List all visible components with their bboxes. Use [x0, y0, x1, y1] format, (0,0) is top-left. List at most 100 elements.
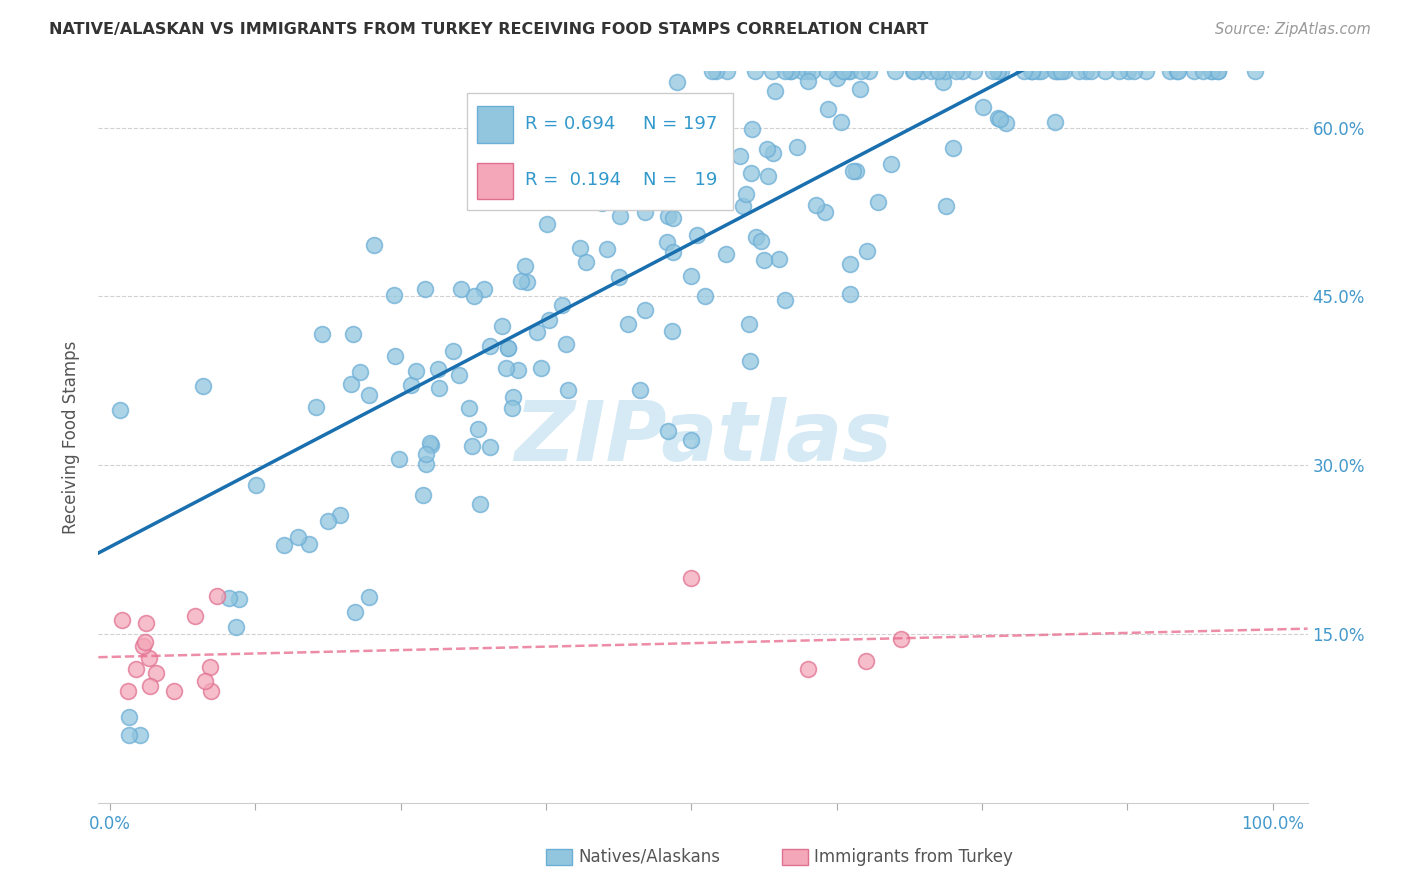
Point — [138, 651, 160, 665]
Point — [526, 326, 548, 340]
Text: R =  0.194: R = 0.194 — [526, 170, 621, 188]
Point — [762, 146, 785, 161]
Point — [502, 391, 524, 405]
Point — [815, 64, 838, 78]
Point — [987, 64, 1010, 78]
Point — [1201, 64, 1223, 78]
Point — [733, 198, 755, 212]
Point — [495, 361, 517, 376]
Point — [934, 64, 956, 78]
Point — [564, 182, 586, 196]
Point — [467, 422, 489, 436]
Point — [834, 64, 856, 78]
Point — [565, 138, 588, 153]
Point — [405, 364, 427, 378]
Point — [117, 683, 139, 698]
Point — [200, 683, 222, 698]
Point — [707, 171, 730, 186]
FancyBboxPatch shape — [782, 849, 808, 865]
Point — [1192, 64, 1215, 78]
Point — [661, 324, 683, 338]
Point — [761, 64, 783, 78]
Point — [880, 156, 903, 170]
Point — [1069, 64, 1091, 78]
Point — [1080, 64, 1102, 78]
Point — [603, 161, 626, 176]
Point — [399, 377, 422, 392]
Text: NATIVE/ALASKAN VS IMMIGRANTS FROM TURKEY RECEIVING FOOD STAMPS CORRELATION CHART: NATIVE/ALASKAN VS IMMIGRANTS FROM TURKEY… — [49, 22, 928, 37]
Point — [1046, 64, 1069, 78]
Point — [193, 379, 215, 393]
Point — [384, 349, 406, 363]
Point — [596, 242, 619, 256]
Point — [349, 365, 371, 379]
Point — [427, 362, 450, 376]
Point — [501, 401, 523, 415]
Point — [987, 111, 1010, 125]
Point — [662, 211, 685, 225]
Point — [1123, 64, 1146, 78]
Point — [496, 341, 519, 355]
Point — [763, 84, 786, 98]
Point — [1021, 64, 1043, 78]
Text: N =   19: N = 19 — [643, 170, 717, 188]
Text: Natives/Alaskans: Natives/Alaskans — [578, 848, 720, 866]
Point — [780, 64, 803, 78]
Point — [245, 478, 267, 492]
Point — [228, 592, 250, 607]
Point — [756, 142, 779, 156]
Point — [419, 436, 441, 450]
Point — [1094, 64, 1116, 78]
Point — [884, 64, 907, 78]
Point — [911, 64, 934, 78]
Point — [832, 64, 855, 78]
Point — [441, 343, 464, 358]
Point — [412, 488, 434, 502]
Point — [479, 440, 502, 454]
Point — [728, 149, 751, 163]
Point — [655, 128, 678, 142]
Point — [1076, 64, 1098, 78]
Point — [942, 141, 965, 155]
Point — [981, 64, 1004, 78]
Point — [287, 530, 309, 544]
Point — [945, 64, 967, 78]
Point — [359, 590, 381, 604]
Point — [963, 64, 986, 78]
Point — [1043, 64, 1066, 78]
Point — [628, 383, 651, 397]
Point — [316, 514, 339, 528]
Point — [686, 227, 709, 242]
Point — [205, 589, 228, 603]
Point — [419, 438, 441, 452]
Point — [838, 64, 860, 78]
FancyBboxPatch shape — [467, 94, 734, 211]
Point — [972, 100, 994, 114]
Point — [1031, 64, 1053, 78]
Point — [751, 234, 773, 248]
Point — [1014, 64, 1036, 78]
Point — [768, 252, 790, 266]
Point — [344, 605, 367, 619]
Point — [681, 434, 703, 448]
Point — [1201, 64, 1223, 78]
Point — [792, 64, 814, 78]
FancyBboxPatch shape — [477, 106, 513, 143]
Point — [990, 112, 1012, 126]
Point — [845, 164, 868, 178]
Point — [111, 613, 134, 627]
Point — [508, 363, 530, 377]
Point — [800, 64, 823, 78]
Point — [184, 608, 207, 623]
Point — [463, 289, 485, 303]
Point — [481, 136, 503, 151]
Point — [796, 662, 818, 676]
Point — [457, 401, 479, 416]
Point — [657, 424, 679, 438]
Point — [849, 64, 872, 78]
Point — [461, 438, 484, 452]
Point — [1206, 64, 1229, 78]
Point — [837, 64, 859, 78]
Point — [987, 64, 1010, 78]
Point — [702, 64, 724, 78]
